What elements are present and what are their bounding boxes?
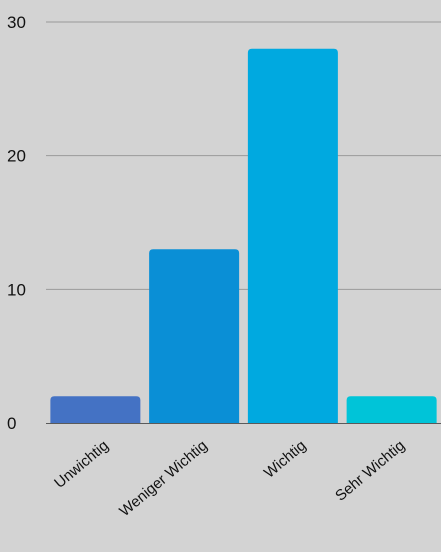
x-tick-label: Wichtig (261, 437, 310, 482)
gridlines (46, 21, 441, 424)
x-tick-label: Sehr Wichtig (332, 437, 408, 505)
y-tick-label: 10 (7, 280, 26, 299)
y-tick-label: 30 (7, 13, 26, 32)
bar-wichtig (247, 48, 338, 423)
y-tick-label: 0 (7, 414, 16, 433)
y-tick-label: 20 (7, 147, 26, 166)
bar-weniger-wichtig (149, 249, 240, 423)
x-axis-category-labels: Unwichtig Weniger Wichtig Wichtig Sehr Wich… (51, 437, 408, 520)
bars (50, 48, 437, 423)
x-tick-label: Unwichtig (51, 437, 112, 492)
bar-sehr-wichtig (346, 396, 437, 423)
y-axis-tick-labels: 0 10 20 30 (7, 13, 26, 433)
bar-unwichtig (50, 396, 141, 423)
x-tick-label: Weniger Wichtig (116, 437, 210, 520)
